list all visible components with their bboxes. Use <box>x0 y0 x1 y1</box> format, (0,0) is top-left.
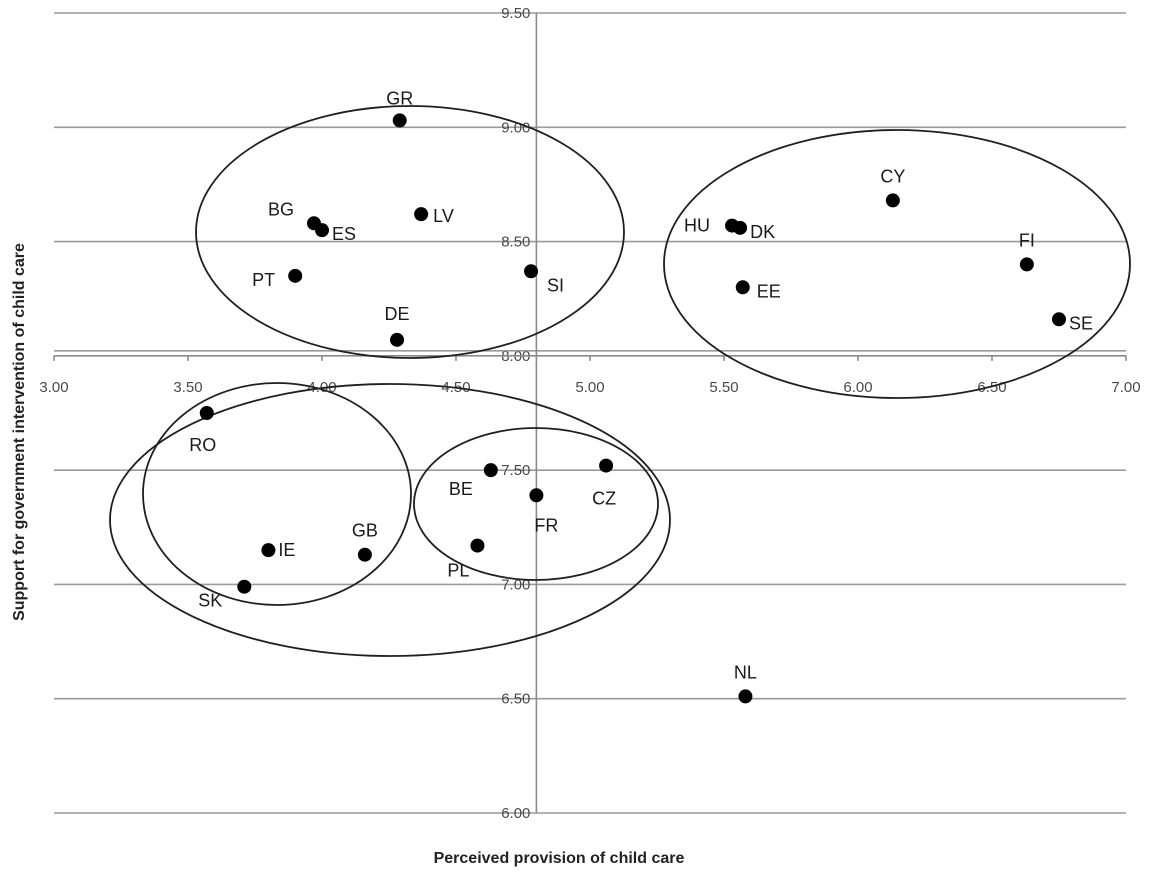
y-tick-label: 6.50 <box>501 691 530 708</box>
y-tick-label: 9.00 <box>501 119 530 136</box>
point-label-ee: EE <box>757 281 781 301</box>
point-label-ie: IE <box>278 540 295 560</box>
point-pt <box>288 268 303 283</box>
point-label-dk: DK <box>750 222 775 242</box>
point-ro <box>199 406 214 420</box>
point-label-nl: NL <box>734 662 757 682</box>
point-label-lv: LV <box>433 206 454 226</box>
cluster-ellipse <box>663 129 1131 399</box>
cluster-ellipse <box>109 383 671 657</box>
axis-layer: 6.006.507.007.508.008.509.009.503.00 3.50… <box>39 5 1140 822</box>
point-sk <box>237 579 252 594</box>
point-se <box>1052 312 1066 327</box>
point-ee <box>735 280 750 295</box>
point-label-cy: CY <box>880 166 905 186</box>
point-de <box>390 332 405 347</box>
point-label-sk: SK <box>198 591 222 611</box>
point-fi <box>1019 257 1034 272</box>
point-label-be: BE <box>449 479 473 499</box>
point-label-cz: CZ <box>592 489 616 509</box>
y-tick-label: 7.50 <box>501 462 530 479</box>
x-tick-label: 5.00 <box>575 379 604 396</box>
point-es <box>315 223 329 238</box>
point-ie <box>261 543 276 558</box>
point-lv <box>414 207 429 222</box>
x-tick-label: 7.00 <box>1111 379 1140 396</box>
y-tick-label: 8.50 <box>501 234 530 251</box>
point-label-ro: RO <box>189 435 216 455</box>
y-axis-title: Support for government intervention of c… <box>11 243 28 621</box>
x-axis-title: Perceived provision of child care <box>434 850 685 867</box>
point-label-bg: BG <box>268 199 294 219</box>
point-label-se: SE <box>1069 313 1093 333</box>
x-tick-label: 3.50 <box>173 379 202 396</box>
point-gb <box>357 547 372 562</box>
point-label-es: ES <box>332 224 356 244</box>
y-tick-label: 6.00 <box>501 805 530 822</box>
point-si <box>524 264 539 279</box>
point-label-pl: PL <box>447 561 469 581</box>
x-tick-label: 6.50 <box>977 379 1006 396</box>
cluster-ellipse <box>142 382 412 606</box>
point-be <box>483 463 498 478</box>
y-tick-label: 9.50 <box>501 5 530 22</box>
x-tick-label: 6.00 <box>843 379 872 396</box>
point-label-fi: FI <box>1019 230 1035 250</box>
point-label-fr: FR <box>534 515 558 535</box>
cluster-ellipse <box>195 105 625 359</box>
x-tick-label: 3.00 <box>39 379 68 396</box>
point-label-gr: GR <box>386 88 413 108</box>
point-nl <box>738 689 753 704</box>
point-label-pt: PT <box>252 270 275 290</box>
point-label-de: DE <box>385 304 410 324</box>
point-dk <box>733 220 748 235</box>
x-tick-label: 5.50 <box>709 379 738 396</box>
points-layer <box>199 113 1066 704</box>
point-label-si: SI <box>547 275 564 295</box>
point-gr <box>392 113 407 128</box>
point-cy <box>885 193 900 208</box>
point-fr <box>529 488 544 503</box>
cluster-ellipse <box>413 427 659 581</box>
cluster-ellipses <box>109 105 1131 657</box>
y-tick-label: 7.00 <box>501 576 530 593</box>
grid-layer <box>54 12 1126 814</box>
point-label-hu: HU <box>684 216 710 236</box>
point-label-gb: GB <box>352 521 378 541</box>
point-pl <box>470 538 485 553</box>
point-cz <box>599 458 614 473</box>
point-labels-layer: GR BG ES LV PT SI DE HU DK EE CY FI SE RO IE GB SK BE FR CZ… <box>189 88 1093 682</box>
